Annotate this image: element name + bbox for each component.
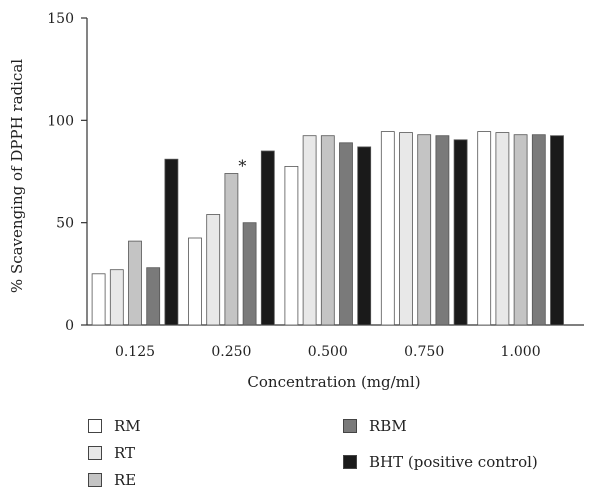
bar-rbm-1.000 [531,134,546,326]
legend-swatch-bht [343,455,357,469]
bar-rm-0.250 [188,237,202,326]
legend-label-bht: BHT (positive control) [369,453,538,471]
bar-rbm-0.125 [146,267,161,326]
bar-re-0.500 [320,135,335,326]
bar-rbm-0.250 [242,222,257,326]
legend-swatch-rbm [343,419,357,433]
dpph-scavenging-chart: 0 50 100 150 0.125 0.250 0.500 0.750 1.000 * % … [8,11,584,391]
y-axis-title: % Scavenging of DPPH radical [8,59,26,293]
bar-rbm-0.500 [339,142,353,326]
legend-swatch-re [88,473,102,487]
legend-item-bht: BHT (positive control) [343,453,538,471]
legend-label-rt: RT [114,444,136,462]
bar-rt-0.750 [399,132,413,326]
bar-bht-0.250 [260,150,275,326]
bar-re-1.000 [513,134,528,326]
bar-rm-0.500 [284,165,299,326]
bar-re-0.125 [128,240,142,326]
bar-bht-0.125 [164,158,179,326]
bar-bht-0.750 [453,139,468,326]
legend-swatch-rt [88,446,102,460]
bar-rm-0.125 [91,273,106,326]
x-tick-label: 0.250 [211,344,251,360]
bar-rt-1.000 [495,132,510,326]
x-tick-label: 0.125 [115,344,155,360]
bar-re-0.250 [224,173,239,326]
x-tick-label: 0.750 [404,344,444,360]
bar-rm-1.000 [477,131,492,326]
x-tick-label: 0.500 [308,344,348,360]
bar-bht-0.500 [357,146,372,326]
legend-label-re: RE [114,471,137,489]
bar-bht-1.000 [550,135,564,326]
legend-item-rt: RT [88,444,135,462]
bar-rt-0.250 [206,214,221,326]
x-axis-title: Concentration (mg/ml) [247,373,420,391]
bar-rm-0.750 [380,131,395,326]
y-tick-label: 100 [47,113,74,129]
legend-item-re: RE [88,471,136,489]
bar-rt-0.500 [302,135,317,326]
y-tick-label: 50 [56,216,74,232]
legend-item-rbm: RBM [343,417,407,435]
x-tick-label: 1.000 [501,344,541,360]
y-tick-label: 0 [65,318,74,334]
legend-swatch-rm [88,419,102,433]
x-axis: 0.125 0.250 0.500 0.750 1.000 [87,324,584,360]
legend-item-rm: RM [88,417,141,435]
legend-label-rm: RM [114,417,141,435]
y-tick-label: 150 [47,11,74,27]
bars-group [91,131,564,326]
annotations-group: * [238,157,246,176]
y-axis: 0 50 100 150 [47,11,88,334]
bar-rbm-0.750 [435,135,450,326]
legend-label-rbm: RBM [369,417,407,435]
significance-asterisk: * [238,157,246,176]
bar-rt-0.125 [109,269,124,326]
bar-re-0.750 [417,134,432,326]
